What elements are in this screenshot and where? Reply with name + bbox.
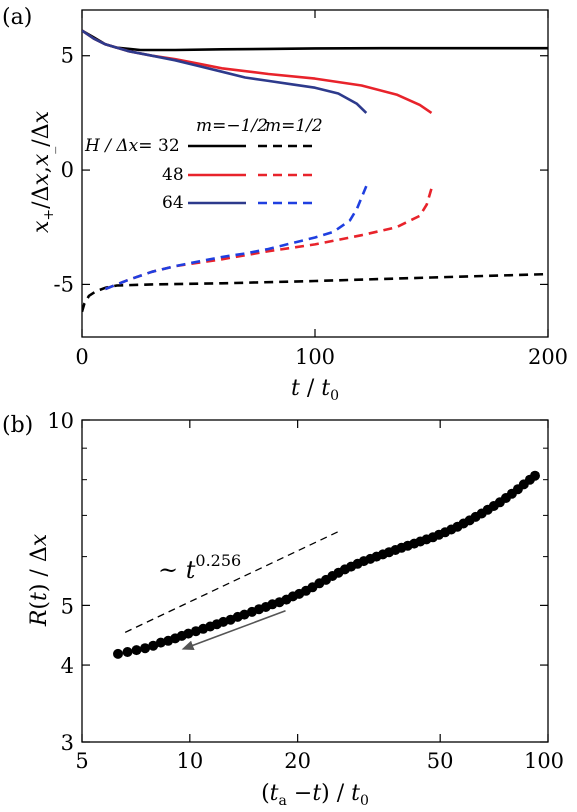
panel-b-fit — [124, 530, 339, 651]
panel-a-ylabel: x+/Δx,x_/Δx — [29, 110, 57, 233]
panel-b: (b) 5 10 20 50 100 3 4 5 10 ~ t0.256 R(t) / Δx (… — [2, 409, 564, 809]
scatter-point — [113, 648, 123, 659]
legend-row-prefix: H / Δx= — [84, 136, 152, 156]
panel-a-xtick-label: 0 — [75, 345, 88, 369]
panel-b-frame — [81, 419, 549, 743]
panel-a-ytick-label: 5 — [61, 44, 74, 68]
legend-col-header-m-minus: m=−1/2 — [196, 116, 268, 136]
scatter-point — [140, 643, 151, 654]
panel-b-xtick-label: 100 — [524, 749, 564, 773]
panel-a-series-line-1 — [82, 29, 433, 114]
panel-a-xtick-label: 100 — [295, 345, 335, 369]
legend-row-32-label: 32 — [158, 136, 180, 156]
panel-a-series-line-0 — [82, 29, 548, 52]
fit-dashed-line — [124, 530, 339, 633]
legend-col-header-m-plus: m=1/2 — [265, 116, 323, 136]
panel-a-series — [82, 29, 548, 313]
panel-a-label: (a) — [2, 5, 32, 30]
panel-b-xtick-label: 50 — [427, 749, 454, 773]
panel-a-series-line-4 — [104, 188, 433, 291]
panel-b-xlabel: (ta −t) / t0 — [261, 781, 369, 809]
panel-a-frame — [81, 9, 549, 338]
panel-a-series-line-3 — [82, 272, 548, 313]
panel-b-ytick-label: 5 — [61, 594, 74, 618]
fit-label: ~ t0.256 — [158, 551, 241, 584]
panel-a: (a) 0 100 200 5 0 -5 m=−1/2 m=1/2 H / Δx= 32 … — [2, 5, 568, 404]
panel-b-ylabel: R(t) / Δx — [27, 533, 52, 627]
time-direction-arrow — [181, 610, 286, 651]
scatter-point — [530, 470, 540, 481]
panel-a-tick-labels: 0 100 200 5 0 -5 — [54, 44, 569, 369]
scatter-point — [183, 628, 194, 639]
panel-b-points — [113, 470, 540, 659]
panel-a-ticks — [81, 10, 549, 337]
panel-b-tick-labels: 5 10 20 50 100 3 4 5 10 — [47, 409, 564, 773]
scatter-point — [131, 645, 142, 656]
panel-a-xlabel: t / t0 — [291, 376, 339, 404]
scatter-point — [122, 647, 133, 657]
panel-b-label: (b) — [2, 413, 33, 438]
panel-b-xtick-label: 5 — [75, 749, 88, 773]
legend-row-64-label: 64 — [162, 193, 184, 213]
scatter-point — [148, 640, 159, 651]
panel-b-xtick-label: 20 — [284, 749, 311, 773]
panel-a-legend: m=−1/2 m=1/2 H / Δx= 32 48 64 — [84, 116, 323, 213]
panel-a-series-line-5 — [104, 185, 368, 291]
panel-a-series-line-2 — [82, 29, 368, 114]
panel-b-xtick-label: 10 — [176, 749, 203, 773]
panel-a-ytick-label: -5 — [54, 272, 74, 296]
panel-b-ytick-label: 4 — [61, 654, 74, 678]
panel-b-ytick-label: 3 — [61, 731, 74, 755]
panel-b-ytick-label: 10 — [47, 409, 74, 433]
panel-a-xtick-label: 200 — [528, 345, 568, 369]
legend-row-48-label: 48 — [162, 165, 184, 185]
panel-a-ytick-label: 0 — [61, 158, 74, 182]
panel-b-ticks — [81, 419, 549, 743]
scatter-point — [239, 609, 250, 620]
